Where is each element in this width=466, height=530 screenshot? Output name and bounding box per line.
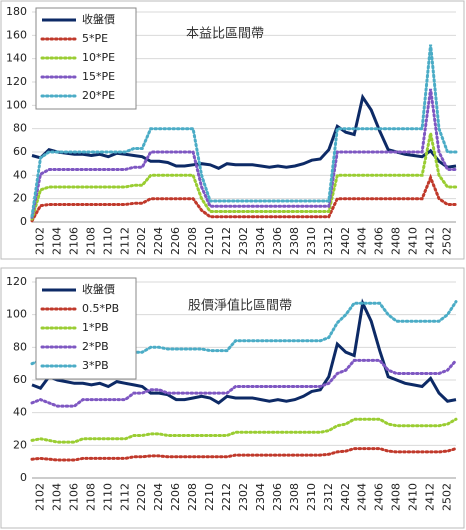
x-tick-label: 2406 — [373, 227, 386, 255]
x-tick-label: 2312 — [322, 227, 335, 255]
x-tick-label: 2212 — [220, 483, 233, 511]
x-tick-label: 2408 — [390, 227, 403, 255]
y-tick-label: 60 — [13, 373, 27, 386]
legend-label: 20*PE — [82, 89, 115, 102]
x-tick-label: 2210 — [203, 483, 216, 511]
x-tick-label: 2204 — [152, 227, 165, 255]
y-tick-label: 80 — [13, 122, 27, 135]
x-tick-label: 2304 — [254, 227, 267, 255]
chart-title: 本益比區間帶 — [186, 27, 264, 42]
x-tick-label: 2304 — [254, 483, 267, 511]
x-tick-label: 2408 — [390, 483, 403, 511]
y-tick-label: 120 — [6, 75, 27, 88]
series-line — [30, 358, 458, 408]
y-tick-label: 60 — [13, 145, 27, 158]
x-tick-label: 2110 — [101, 227, 114, 255]
y-tick-label: 120 — [6, 275, 27, 288]
y-tick-label: 0 — [20, 215, 27, 228]
x-tick-label: 2102 — [33, 227, 46, 255]
x-tick-label: 2306 — [271, 483, 284, 511]
legend-label: 2*PB — [82, 340, 109, 353]
series-line — [30, 173, 458, 223]
y-tick-label: 0 — [20, 471, 27, 484]
legend-label: 收盤價 — [82, 12, 115, 26]
y-tick-label: 160 — [6, 28, 27, 41]
series-line — [30, 44, 458, 218]
x-tick-label: 2106 — [67, 483, 80, 511]
x-tick-label: 2404 — [356, 483, 369, 511]
x-tick-label: 2302 — [237, 483, 250, 511]
x-tick-label: 2410 — [407, 483, 420, 511]
legend-label: 收盤價 — [82, 282, 115, 296]
x-tick-label: 2308 — [288, 483, 301, 511]
y-tick-label: 180 — [6, 5, 27, 18]
series-line — [30, 417, 458, 444]
x-tick-label: 2310 — [305, 227, 318, 255]
series-line — [30, 88, 458, 219]
x-tick-label: 2502 — [441, 227, 454, 255]
x-tick-label: 2212 — [220, 227, 233, 255]
legend-label: 0.5*PB — [82, 302, 119, 315]
x-tick-label: 2206 — [169, 227, 182, 255]
x-tick-label: 2210 — [203, 227, 216, 255]
y-tick-label: 100 — [6, 308, 27, 321]
y-tick-label: 40 — [13, 168, 27, 181]
x-tick-label: 2108 — [84, 483, 97, 511]
series-line — [30, 133, 458, 221]
x-tick-label: 2104 — [50, 483, 63, 511]
x-tick-label: 2102 — [33, 483, 46, 511]
x-tick-label: 2112 — [118, 227, 131, 255]
x-tick-label: 2308 — [288, 227, 301, 255]
legend-label: 5*PE — [82, 32, 108, 45]
x-tick-label: 2310 — [305, 483, 318, 511]
x-tick-label: 2412 — [424, 227, 437, 255]
y-tick-label: 80 — [13, 340, 27, 353]
x-tick-label: 2306 — [271, 227, 284, 255]
x-tick-label: 2204 — [152, 483, 165, 511]
x-tick-label: 2208 — [186, 483, 199, 511]
x-tick-label: 2402 — [339, 227, 352, 255]
x-tick-label: 2206 — [169, 483, 182, 511]
y-tick-label: 100 — [6, 98, 27, 111]
y-tick-label: 140 — [6, 52, 27, 65]
x-tick-label: 2502 — [441, 483, 454, 511]
x-tick-label: 2410 — [407, 227, 420, 255]
x-tick-label: 2312 — [322, 483, 335, 511]
x-tick-label: 2208 — [186, 227, 199, 255]
x-tick-label: 2104 — [50, 227, 63, 255]
x-tick-label: 2202 — [135, 483, 148, 511]
x-tick-label: 2106 — [67, 227, 80, 255]
x-tick-label: 2402 — [339, 483, 352, 511]
legend-label: 15*PE — [82, 70, 115, 83]
x-tick-label: 2108 — [84, 227, 97, 255]
legend-label: 3*PB — [82, 359, 109, 372]
x-tick-label: 2110 — [101, 483, 114, 511]
chart-title: 股價淨值比區間帶 — [188, 298, 292, 314]
x-tick-label: 2112 — [118, 483, 131, 511]
series-line — [30, 447, 458, 462]
x-tick-label: 2406 — [373, 483, 386, 511]
legend-label: 10*PE — [82, 51, 115, 64]
x-tick-label: 2412 — [424, 483, 437, 511]
y-tick-label: 20 — [13, 192, 27, 205]
y-tick-label: 40 — [13, 406, 27, 419]
y-tick-label: 20 — [13, 438, 27, 451]
series-line — [31, 93, 457, 170]
x-tick-label: 2202 — [135, 227, 148, 255]
x-tick-label: 2404 — [356, 227, 369, 255]
legend-label: 1*PB — [82, 321, 109, 334]
x-tick-label: 2302 — [237, 227, 250, 255]
